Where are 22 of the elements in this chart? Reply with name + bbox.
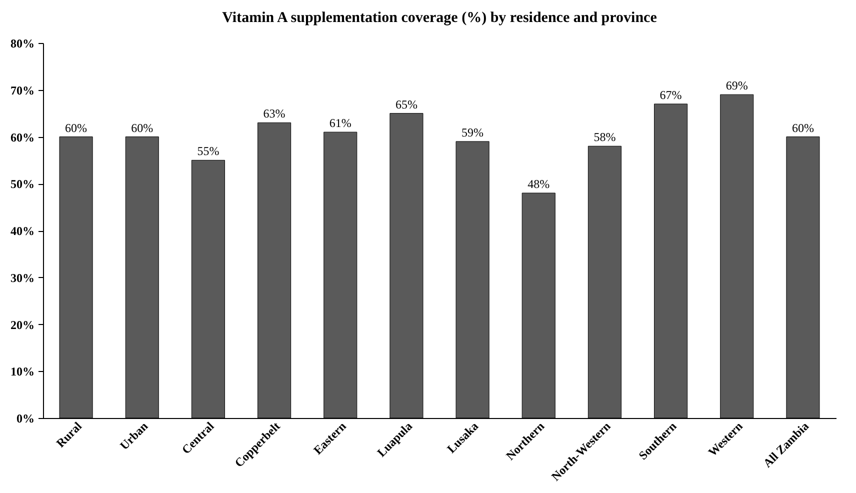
y-tick-label: 80% bbox=[10, 36, 34, 50]
data-label: 60% bbox=[792, 120, 814, 135]
data-label: 69% bbox=[726, 78, 748, 93]
data-label: 61% bbox=[329, 116, 352, 130]
data-label: 48% bbox=[528, 177, 550, 191]
y-tick-label: 0% bbox=[16, 412, 34, 426]
y-tick-label: 10% bbox=[10, 364, 34, 379]
y-tick-label: 30% bbox=[10, 270, 34, 285]
data-label: 60% bbox=[131, 120, 154, 135]
data-label: 59% bbox=[462, 125, 484, 140]
y-tick-label: 50% bbox=[10, 177, 34, 192]
y-tick-label: 20% bbox=[10, 318, 34, 332]
y-tick-label: 40% bbox=[10, 224, 34, 238]
data-label: 58% bbox=[594, 130, 616, 144]
chart-title: Vitamin A supplementation coverage (%) by residence and province bbox=[222, 10, 658, 26]
y-tick-label: 70% bbox=[10, 83, 34, 98]
y-tick-label: 60% bbox=[10, 130, 34, 144]
data-label: 63% bbox=[263, 106, 286, 121]
data-label: 65% bbox=[395, 97, 418, 112]
data-label: 60% bbox=[65, 120, 88, 135]
data-label: 55% bbox=[197, 144, 220, 158]
data-label: 67% bbox=[660, 88, 682, 102]
